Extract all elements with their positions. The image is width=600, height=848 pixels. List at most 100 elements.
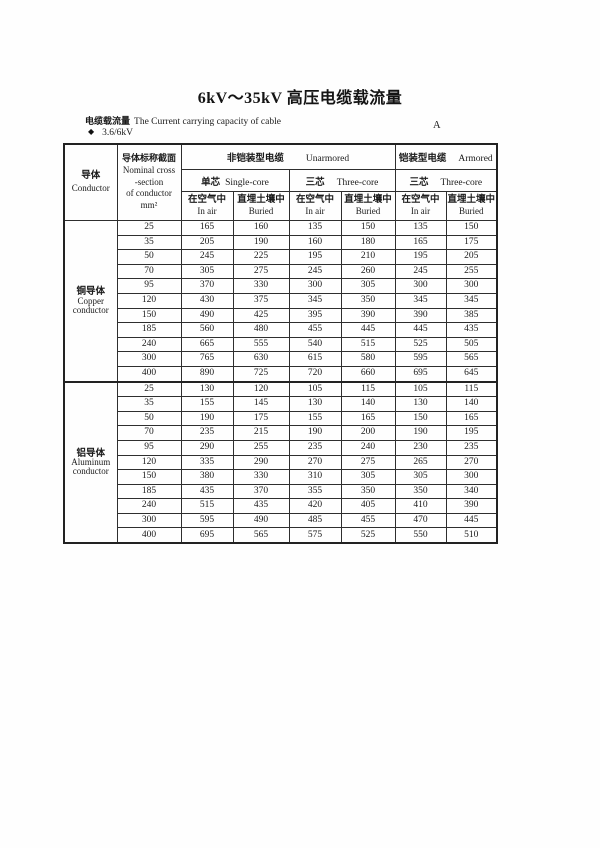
ampacity-value: 470 <box>394 512 447 529</box>
header-unarmored: 非铠装型电缆 Unarmored <box>180 143 396 170</box>
ampacity-value: 290 <box>232 454 290 471</box>
ampacity-value: 130 <box>394 396 447 412</box>
ampacity-value: 130 <box>180 380 234 398</box>
ampacity-value: 345 <box>288 292 342 309</box>
ampacity-value: 525 <box>394 336 447 353</box>
conductor-group-label: 铜导体 Copper conductor <box>63 219 118 383</box>
ampacity-value: 235 <box>288 439 342 456</box>
ampacity-value: 195 <box>445 425 498 441</box>
ampacity-value: 435 <box>232 498 290 514</box>
table-row: 35 155 145 130 140 130 140 <box>64 396 498 412</box>
table-row: 300 765 630 615 580 595 565 <box>64 351 498 367</box>
ampacity-value: 515 <box>180 498 234 514</box>
ampacity-value: 190 <box>180 410 234 427</box>
ampacity-value: 560 <box>180 322 234 338</box>
ampacity-value: 300 <box>445 278 498 294</box>
ampacity-value: 350 <box>340 483 396 500</box>
table-caption: 电缆载流量 The Current carrying capacity of ca… <box>85 114 281 127</box>
cross-section-value: 25 <box>116 220 182 236</box>
ampacity-value: 150 <box>394 410 447 427</box>
header-conductor: 导体 Conductor <box>63 143 118 221</box>
ampacity-value: 210 <box>340 249 396 265</box>
ampacity-value: 660 <box>340 365 396 383</box>
ampacity-value: 455 <box>340 512 396 529</box>
table-row: 150 490 425 395 390 390 385 <box>64 307 498 324</box>
ampacity-value: 330 <box>232 278 290 294</box>
ampacity-value: 445 <box>445 512 498 529</box>
ampacity-value: 405 <box>340 498 396 514</box>
ampacity-value: 300 <box>288 278 342 294</box>
ampacity-value: 160 <box>288 234 342 251</box>
ampacity-value: 555 <box>232 336 290 353</box>
ampacity-value: 270 <box>445 454 498 471</box>
ampacity-value: 380 <box>180 469 234 485</box>
ampacity-value: 275 <box>232 263 290 280</box>
table-row: 95 370 330 300 305 300 300 <box>64 278 498 294</box>
ampacity-value: 115 <box>445 380 498 398</box>
header-row-cores: 单芯 Single-core 三芯 Three-core 三芯 Three-core <box>64 169 498 192</box>
header-in-air-3: 在空气中 In air <box>394 191 447 221</box>
voltage-spec-line: ◆ 3.6/6kV <box>88 127 133 138</box>
cross-section-value: 185 <box>116 322 182 338</box>
ampacity-value: 720 <box>288 365 342 383</box>
ampacity-value: 255 <box>232 439 290 456</box>
ampacity-value: 265 <box>394 454 447 471</box>
diamond-bullet-icon: ◆ <box>88 127 95 136</box>
table-body: 铜导体 Copper conductor 25 165 160 135 150 135 150 35… <box>63 219 498 544</box>
ampacity-value: 135 <box>394 220 447 236</box>
cross-section-value: 120 <box>116 454 182 471</box>
cross-section-value: 35 <box>116 396 182 412</box>
cross-section-value: 50 <box>116 410 182 427</box>
ampacity-value: 350 <box>394 483 447 500</box>
ampacity-value: 190 <box>232 234 290 251</box>
ampacity-value: 275 <box>340 454 396 471</box>
ampacity-value: 385 <box>445 307 498 324</box>
ampacity-value: 595 <box>180 512 234 529</box>
ampacity-value: 630 <box>232 351 290 367</box>
ampacity-value: 490 <box>232 512 290 529</box>
ampacity-value: 330 <box>232 469 290 485</box>
cross-section-value: 240 <box>116 498 182 514</box>
header-buried-2: 直埋土壤中 Buried <box>340 191 396 221</box>
ampacity-value: 150 <box>445 220 498 236</box>
ampacity-value: 725 <box>232 365 290 383</box>
ampacity-value: 355 <box>288 483 342 500</box>
cross-section-value: 50 <box>116 249 182 265</box>
ampacity-value: 165 <box>340 410 396 427</box>
ampacity-value: 205 <box>180 234 234 251</box>
ampacity-value: 230 <box>394 439 447 456</box>
header-in-air-1: 在空气中 In air <box>180 191 234 221</box>
cross-section-value: 400 <box>116 365 182 383</box>
ampacity-value: 340 <box>445 483 498 500</box>
table-row: 50 245 225 195 210 195 205 <box>64 249 498 265</box>
ampacity-value: 370 <box>232 483 290 500</box>
cross-section-value: 150 <box>116 307 182 324</box>
ampacity-value: 140 <box>340 396 396 412</box>
ampacity-value: 375 <box>232 292 290 309</box>
caption-zh: 电缆载流量 <box>85 117 131 127</box>
table-row: 铜导体 Copper conductor 25 165 160 135 150 135 150 <box>63 219 498 383</box>
ampacity-value: 195 <box>394 249 447 265</box>
ampacity-value: 245 <box>180 249 234 265</box>
cross-section-value: 70 <box>116 263 182 280</box>
ampacity-value: 165 <box>394 234 447 251</box>
ampacity-value: 480 <box>232 322 290 338</box>
ampacity-value: 305 <box>340 278 396 294</box>
conductor-group-label: 铝导体 Aluminum conductor <box>63 380 118 544</box>
table-row: 150 380 330 310 305 305 300 <box>64 469 498 485</box>
ampacity-value: 130 <box>288 396 342 412</box>
ampacity-value: 290 <box>180 439 234 456</box>
ampacity-value: 150 <box>340 220 396 236</box>
ampacity-value: 240 <box>340 439 396 456</box>
header-row-groups: 导体 Conductor 导体标称截面 Nominal cross -secti… <box>63 143 498 221</box>
header-three-core-armored: 三芯 Three-core <box>394 169 498 192</box>
ampacity-value: 645 <box>445 365 498 383</box>
ampacity-value: 175 <box>445 234 498 251</box>
header-buried-3: 直埋土壤中 Buried <box>445 191 498 221</box>
table-row: 240 515 435 420 405 410 390 <box>64 498 498 514</box>
table-row: 400 695 565 575 525 550 510 <box>64 527 498 544</box>
ampacity-value: 390 <box>394 307 447 324</box>
ampacity-value: 665 <box>180 336 234 353</box>
table-row: 240 665 555 540 515 525 505 <box>64 336 498 353</box>
